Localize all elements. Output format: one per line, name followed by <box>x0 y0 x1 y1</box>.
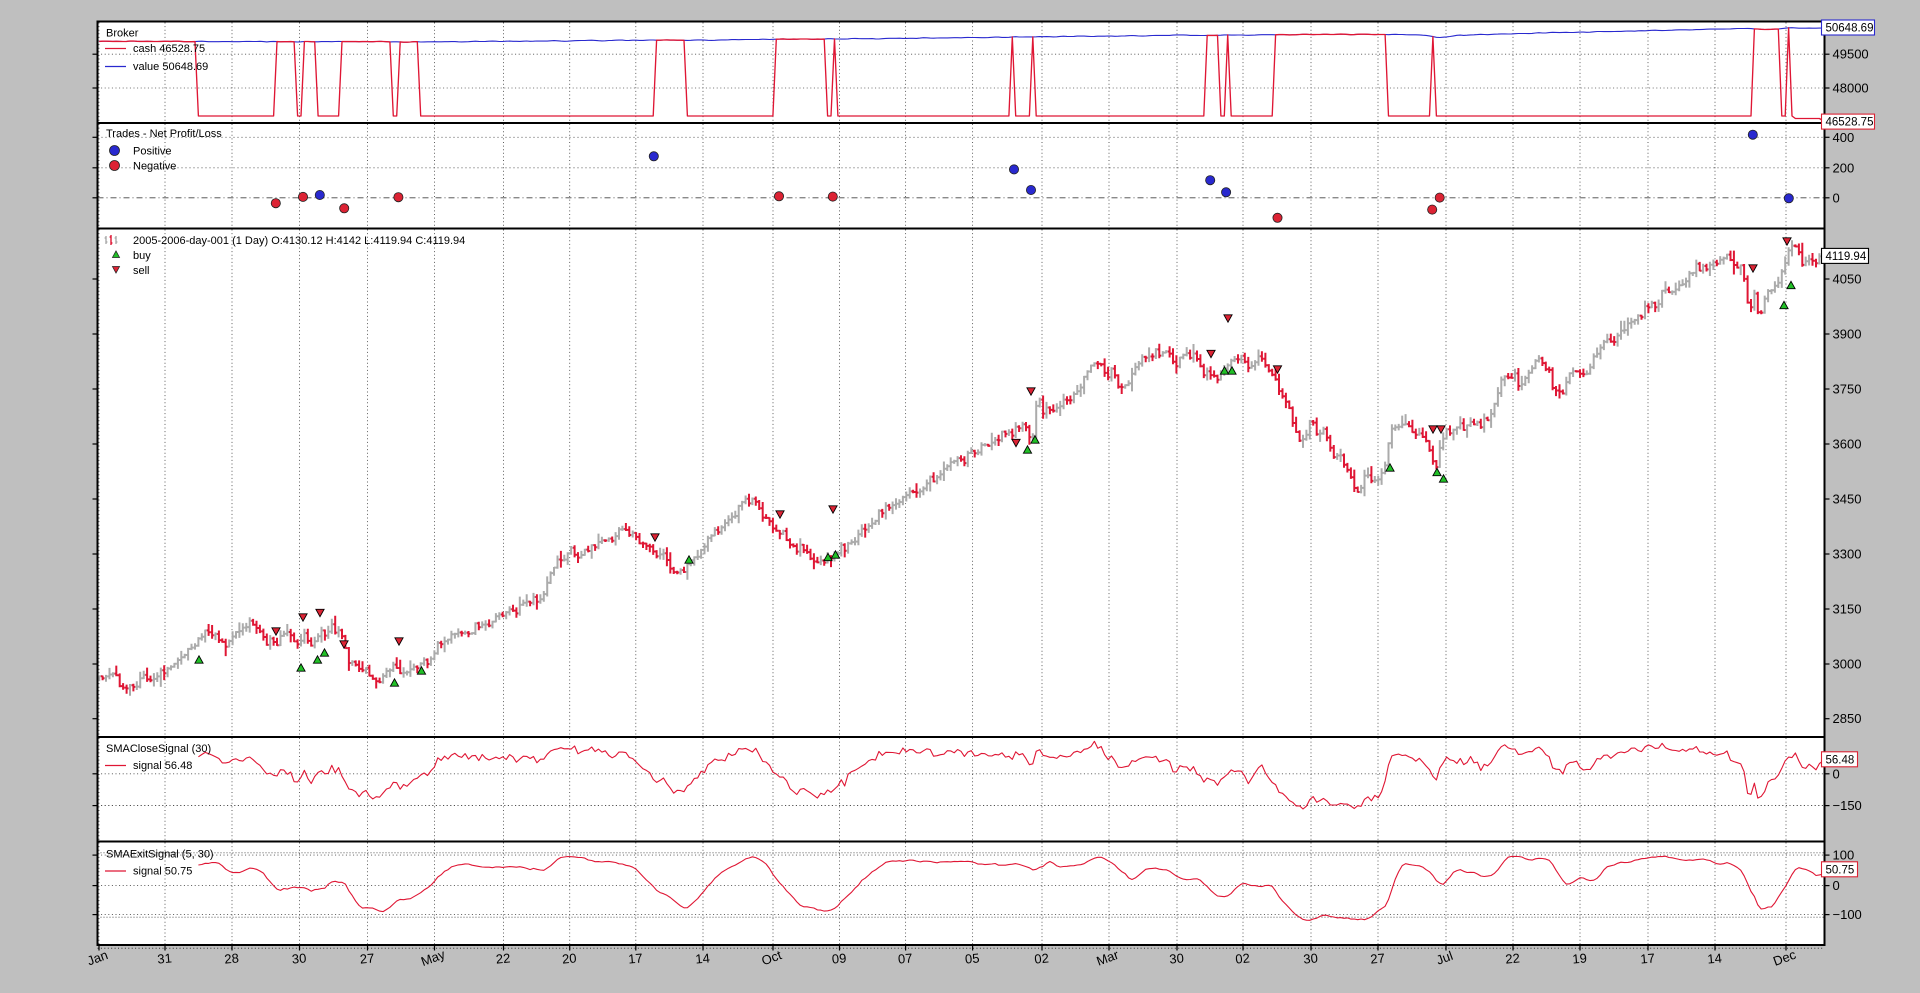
svg-text:Trades - Net Profit/Loss: Trades - Net Profit/Loss <box>106 128 222 140</box>
svg-text:3000: 3000 <box>1833 657 1862 672</box>
svg-text:0: 0 <box>1833 878 1840 893</box>
svg-text:20: 20 <box>561 950 577 966</box>
svg-text:19: 19 <box>1572 950 1588 966</box>
svg-text:cash 46528.75: cash 46528.75 <box>133 43 205 55</box>
svg-text:Positive: Positive <box>133 146 172 158</box>
svg-text:02: 02 <box>1034 950 1050 966</box>
svg-text:31: 31 <box>157 950 173 966</box>
svg-text:3150: 3150 <box>1833 602 1862 617</box>
svg-text:400: 400 <box>1833 130 1855 145</box>
svg-text:4119.94: 4119.94 <box>1826 251 1867 263</box>
svg-text:2850: 2850 <box>1833 711 1862 726</box>
svg-text:sell: sell <box>133 265 150 277</box>
svg-text:Negative: Negative <box>133 161 176 173</box>
svg-text:buy: buy <box>133 250 151 262</box>
svg-text:22: 22 <box>1505 950 1521 966</box>
svg-text:17: 17 <box>628 950 644 966</box>
svg-text:200: 200 <box>1833 160 1855 175</box>
svg-text:Broker: Broker <box>106 28 139 40</box>
svg-text:Oct: Oct <box>759 947 783 968</box>
svg-text:3900: 3900 <box>1833 327 1862 342</box>
svg-text:56.48: 56.48 <box>1826 754 1855 766</box>
svg-text:0: 0 <box>1833 190 1840 205</box>
svg-text:3600: 3600 <box>1833 437 1862 452</box>
svg-text:100: 100 <box>1833 848 1855 863</box>
svg-text:17: 17 <box>1640 950 1656 966</box>
svg-text:27: 27 <box>1370 950 1386 966</box>
svg-text:07: 07 <box>897 950 913 966</box>
svg-text:2005-2006-day-001 (1 Day) O:41: 2005-2006-day-001 (1 Day) O:4130.12 H:41… <box>133 235 465 247</box>
svg-text:14: 14 <box>1707 950 1723 966</box>
svg-text:28: 28 <box>224 950 240 966</box>
svg-text:0: 0 <box>1833 766 1840 781</box>
svg-text:14: 14 <box>695 950 711 966</box>
svg-text:−100: −100 <box>1833 907 1862 922</box>
svg-text:49500: 49500 <box>1833 47 1869 62</box>
svg-text:−150: −150 <box>1833 798 1862 813</box>
svg-text:27: 27 <box>359 950 375 966</box>
svg-text:Mar: Mar <box>1094 947 1121 969</box>
svg-text:SMACloseSignal (30): SMACloseSignal (30) <box>106 743 211 755</box>
svg-text:30: 30 <box>1169 950 1185 966</box>
svg-text:09: 09 <box>831 950 847 966</box>
svg-text:30: 30 <box>1303 950 1319 966</box>
svg-text:value 50648.69: value 50648.69 <box>133 61 208 73</box>
svg-text:22: 22 <box>495 950 511 966</box>
svg-text:30: 30 <box>291 950 307 966</box>
svg-text:3750: 3750 <box>1833 382 1862 397</box>
svg-text:48000: 48000 <box>1833 81 1869 96</box>
svg-text:05: 05 <box>964 950 980 966</box>
svg-text:02: 02 <box>1235 950 1251 966</box>
svg-text:signal 56.48: signal 56.48 <box>133 760 192 772</box>
svg-text:50.75: 50.75 <box>1826 864 1855 876</box>
svg-text:46528.75: 46528.75 <box>1826 117 1874 129</box>
svg-text:50648.69: 50648.69 <box>1826 23 1874 35</box>
svg-text:4050: 4050 <box>1833 272 1862 287</box>
svg-text:3300: 3300 <box>1833 547 1862 562</box>
svg-text:signal 50.75: signal 50.75 <box>133 866 192 878</box>
svg-text:3450: 3450 <box>1833 492 1862 507</box>
svg-text:Jan: Jan <box>85 947 110 968</box>
svg-text:SMAExitSignal (5, 30): SMAExitSignal (5, 30) <box>106 849 214 861</box>
svg-text:Jul: Jul <box>1434 948 1455 968</box>
